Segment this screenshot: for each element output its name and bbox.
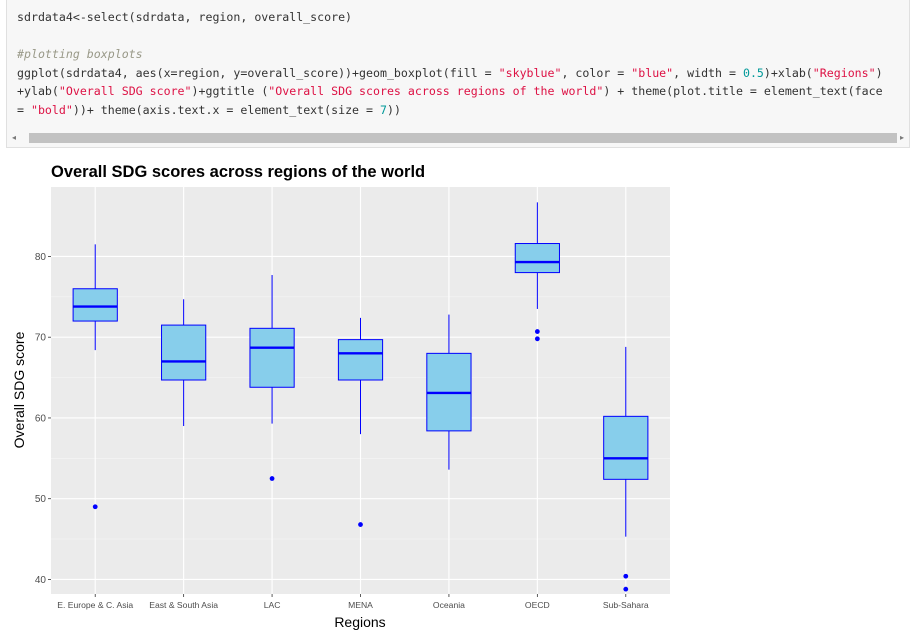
y-axis-label: Overall SDG score — [11, 331, 27, 448]
code-number: 0.5 — [742, 65, 764, 80]
code-text: sdrdata4<-select(sdrdata, region, overal… — [17, 8, 883, 119]
y-tick-label: 70 — [35, 333, 47, 344]
code-token: )+ggtitle ( — [191, 84, 269, 98]
outlier-point — [534, 336, 540, 342]
x-tick-label: East & South Asia — [149, 600, 218, 610]
y-axis: 40 50 60 70 80 — [35, 252, 51, 586]
box — [603, 415, 649, 480]
code-token: ) + theme(plot.title = element_text(face — [603, 84, 883, 98]
scroll-right-icon[interactable]: ▸ — [899, 133, 904, 142]
box-group — [603, 346, 649, 592]
code-token: = — [17, 102, 31, 117]
box — [249, 327, 295, 388]
outlier-point — [623, 586, 629, 592]
scrollbar-thumb[interactable] — [29, 133, 897, 143]
code-line: +ylab("Overall SDG score")+ggtitle ("Ove… — [17, 84, 883, 98]
x-axis: E. Europe & C. Asia East & South Asia LAC M… — [57, 594, 649, 610]
boxes — [72, 202, 649, 592]
outlier-point — [358, 522, 363, 527]
x-tick-label: E. Europe & C. Asia — [57, 600, 133, 610]
code-token: )+xlab( — [763, 65, 813, 80]
code-token: , color = — [561, 65, 632, 80]
code-token: ggplot(sdrdata4, aes(x=region, y=overall… — [17, 65, 499, 80]
code-token: )) — [386, 102, 401, 117]
code-string: "Overall SDG score" — [58, 84, 192, 98]
code-line: ggplot(sdrdata4, aes(x=region, y=overall… — [17, 66, 883, 80]
box-group — [337, 317, 384, 527]
code-token: , width = — [673, 65, 743, 80]
box — [337, 339, 384, 381]
code-number: 7 — [379, 102, 387, 117]
code-block: sdrdata4<-select(sdrdata, region, overal… — [6, 0, 910, 148]
code-token: +ylab( — [17, 84, 59, 98]
code-string: "Overall SDG scores across regions of th… — [268, 84, 604, 98]
x-tick-label: OECD — [525, 600, 550, 610]
code-string: "blue" — [631, 65, 674, 80]
y-tick-label: 50 — [35, 494, 47, 505]
box — [72, 288, 118, 322]
chart-title: Overall SDG scores across regions of the… — [51, 163, 425, 181]
x-axis-label: Regions — [334, 614, 385, 630]
code-token: ))+ theme(axis.text.x = element_text(siz… — [72, 102, 380, 117]
box-group — [514, 202, 560, 342]
code-string: "Regions" — [812, 65, 876, 80]
code-string: "skyblue" — [498, 65, 562, 80]
x-tick-label: Oceania — [433, 600, 465, 610]
y-tick-label: 60 — [35, 413, 47, 424]
box — [514, 243, 560, 274]
horizontal-scrollbar[interactable]: ◂ ▸ — [7, 130, 909, 146]
scroll-left-icon[interactable]: ◂ — [11, 133, 16, 142]
box-group — [161, 299, 207, 427]
x-tick-label: MENA — [348, 600, 373, 610]
outlier-point — [534, 329, 540, 334]
code-line: = "bold"))+ theme(axis.text.x = element_… — [17, 103, 401, 117]
y-tick-label: 40 — [35, 575, 47, 586]
box-group — [72, 244, 118, 510]
box-group — [249, 275, 295, 481]
x-tick-label: LAC — [264, 600, 281, 610]
outlier-point — [623, 573, 629, 579]
outlier-point — [92, 504, 98, 510]
box-group — [426, 314, 472, 470]
code-comment: #plotting boxplots — [17, 47, 143, 61]
boxplot-chart: Overall SDG scores across regions of the… — [11, 163, 670, 630]
code-line: sdrdata4<-select(sdrdata, region, overal… — [17, 10, 353, 24]
x-tick-label: Sub-Sahara — [603, 600, 649, 610]
code-string: "bold" — [30, 102, 73, 117]
box — [161, 324, 207, 381]
y-tick-label: 80 — [35, 252, 47, 263]
code-token: ) — [875, 65, 883, 80]
outlier-point — [269, 476, 275, 481]
